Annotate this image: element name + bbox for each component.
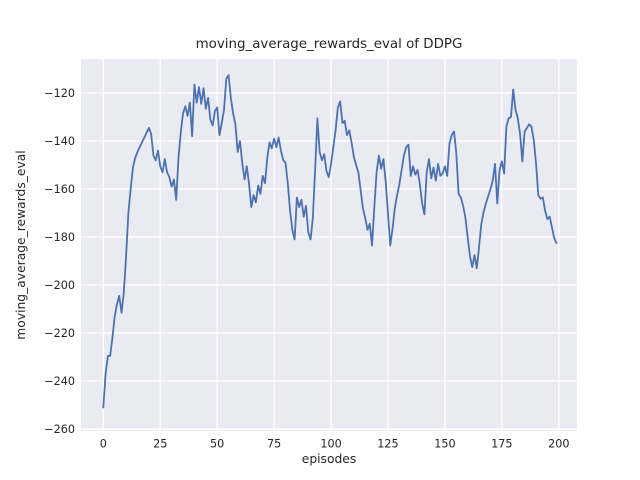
- x-tick-label: 0: [100, 438, 107, 451]
- x-tick-label: 175: [491, 438, 512, 451]
- y-axis-label: moving_average_rewards_eval: [14, 150, 28, 339]
- x-axis-tick-labels: 0 25 50 75 100 125 150 175 200: [100, 438, 570, 451]
- x-tick-label: 125: [377, 438, 398, 451]
- y-tick-label: −160: [44, 183, 75, 196]
- y-tick-label: −240: [44, 375, 75, 388]
- data-line-series: [102, 74, 558, 409]
- y-tick-label: −220: [44, 327, 75, 340]
- x-tick-label: 100: [320, 438, 341, 451]
- x-tick-label: 200: [548, 438, 569, 451]
- chart-title: moving_average_rewards_eval of DDPG: [196, 37, 463, 52]
- gridlines: [81, 59, 577, 431]
- y-tick-label: −260: [44, 423, 75, 436]
- x-tick-label: 25: [153, 438, 167, 451]
- x-tick-label: 75: [267, 438, 281, 451]
- y-tick-label: −200: [44, 279, 75, 292]
- x-axis-label: episodes: [302, 452, 357, 466]
- x-tick-label: 50: [210, 438, 224, 451]
- y-tick-label: −140: [44, 135, 75, 148]
- x-tick-label: 150: [434, 438, 455, 451]
- y-tick-label: −120: [44, 87, 75, 100]
- y-axis-tick-labels: −260 −240 −220 −200 −180 −160 −140 −120: [44, 87, 75, 436]
- y-tick-label: −180: [44, 231, 75, 244]
- plot-area: [81, 59, 577, 431]
